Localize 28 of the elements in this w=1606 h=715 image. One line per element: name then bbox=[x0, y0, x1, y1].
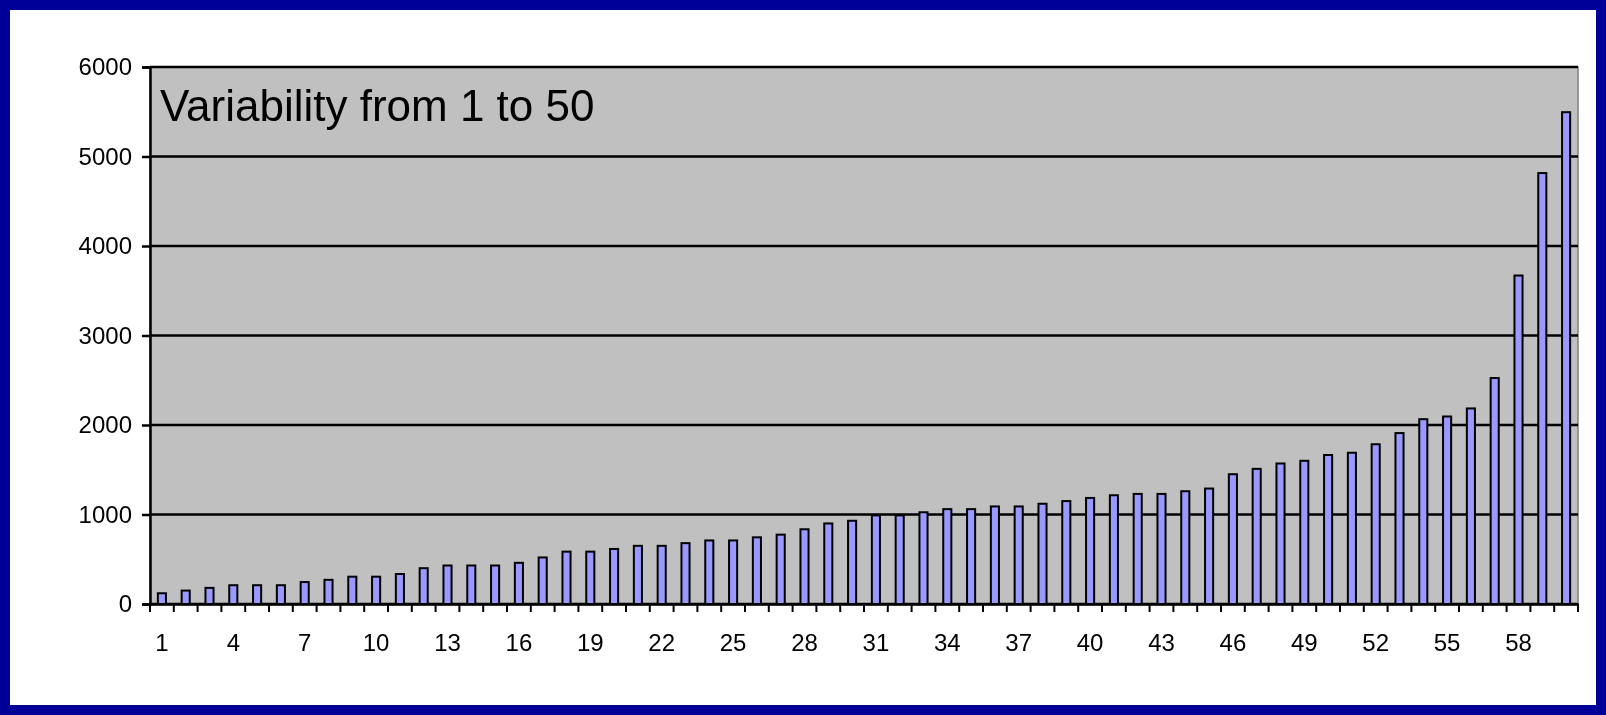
x-tick-label: 7 bbox=[298, 629, 312, 657]
y-tick-label: 3000 bbox=[78, 321, 132, 349]
x-tick-label: 40 bbox=[1076, 629, 1104, 657]
x-tick-label: 37 bbox=[1005, 629, 1033, 657]
y-tick-label: 1000 bbox=[78, 500, 132, 528]
x-tick-label: 1 bbox=[155, 629, 169, 657]
x-tick-label: 22 bbox=[648, 629, 676, 657]
x-tick-label: 28 bbox=[791, 629, 818, 657]
x-tick-label: 52 bbox=[1362, 629, 1390, 657]
x-tick-label: 49 bbox=[1290, 629, 1318, 657]
y-tick-label: 5000 bbox=[78, 142, 132, 170]
x-tick-label: 31 bbox=[862, 629, 890, 657]
annotation: Variability from 1 to 50 bbox=[160, 81, 595, 130]
x-tick-label: 34 bbox=[933, 629, 961, 657]
y-tick-label: 2000 bbox=[78, 411, 132, 439]
x-tick-label: 43 bbox=[1148, 629, 1175, 657]
x-tick-label: 13 bbox=[434, 629, 461, 657]
y-tick-label: 6000 bbox=[78, 53, 132, 81]
y-tick-label: 4000 bbox=[78, 232, 132, 260]
x-tick-label: 16 bbox=[505, 629, 533, 657]
x-tick-label: 10 bbox=[362, 629, 390, 657]
x-tick-label: 58 bbox=[1505, 629, 1532, 657]
x-tick-label: 46 bbox=[1219, 629, 1247, 657]
x-tick-label: 4 bbox=[226, 629, 240, 657]
x-tick-label: 19 bbox=[576, 629, 604, 657]
y-tick-label: 0 bbox=[118, 590, 132, 618]
x-tick-label: 25 bbox=[719, 629, 747, 657]
x-tick-label: 55 bbox=[1433, 629, 1461, 657]
